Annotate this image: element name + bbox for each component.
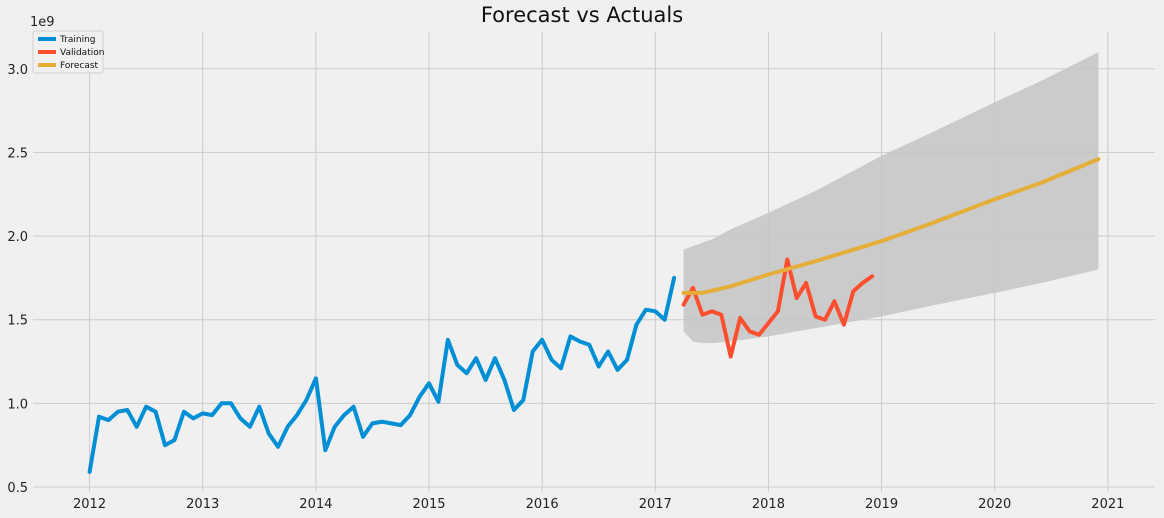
series-lines xyxy=(87,157,1101,474)
x-tick-label: 2012 xyxy=(73,497,106,512)
y-offset-label: 1e9 xyxy=(30,15,55,30)
legend: Training Validation Forecast xyxy=(32,30,104,74)
series-line-training xyxy=(87,275,677,474)
legend-label-validation: Validation xyxy=(60,48,104,58)
y-tick-label: 1.0 xyxy=(7,397,28,412)
x-tick-label: 2014 xyxy=(299,497,332,512)
x-tick-label: 2015 xyxy=(412,497,445,512)
legend-label-training: Training xyxy=(59,35,96,45)
x-tick-label: 2020 xyxy=(978,497,1011,512)
y-tick-label: 1.5 xyxy=(7,314,28,329)
y-tick-label: 3.0 xyxy=(7,63,28,78)
series-line-validation xyxy=(681,257,875,359)
x-tick-label: 2013 xyxy=(186,497,219,512)
x-tick-label: 2016 xyxy=(526,497,559,512)
series-line-forecast xyxy=(681,157,1101,295)
x-tick-label: 2017 xyxy=(639,497,672,512)
y-axis-ticks: 0.5 1.0 1.5 2.0 2.5 3.0 xyxy=(7,63,28,496)
y-tick-label: 2.0 xyxy=(7,230,28,245)
x-tick-label: 2019 xyxy=(865,497,898,512)
y-tick-label: 0.5 xyxy=(7,481,28,496)
x-axis-ticks: 2012 2013 2014 2015 2016 2017 2018 2019 2020 2021 xyxy=(73,497,1124,512)
x-tick-label: 2018 xyxy=(752,497,785,512)
y-tick-label: 2.5 xyxy=(7,146,28,161)
legend-box xyxy=(32,30,104,74)
chart-title: Forecast vs Actuals xyxy=(481,3,683,27)
x-tick-label: 2021 xyxy=(1091,497,1124,512)
legend-label-forecast: Forecast xyxy=(60,61,99,71)
